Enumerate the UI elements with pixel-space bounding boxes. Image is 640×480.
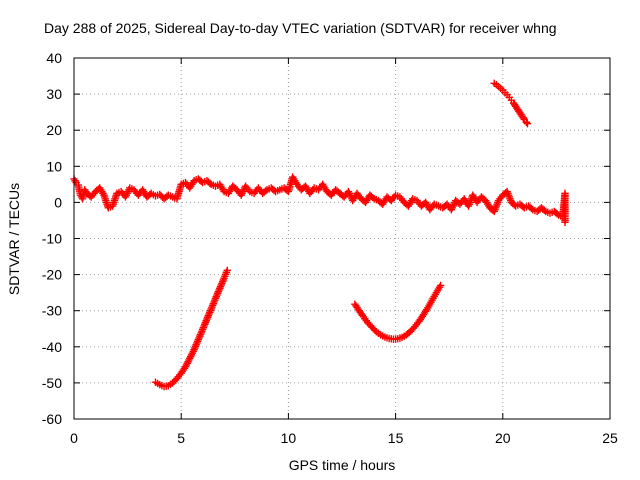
y-tick-label: 10 <box>46 158 62 174</box>
data-point <box>561 218 569 226</box>
x-tick-label: 5 <box>177 430 185 446</box>
series-1 <box>70 173 569 226</box>
x-tick-label: 15 <box>388 430 404 446</box>
y-axis-label: SDTVAR / TECUs <box>6 183 22 295</box>
y-tick-label: -40 <box>42 339 62 355</box>
y-tick-label: -30 <box>42 303 62 319</box>
x-tick-label: 20 <box>495 430 511 446</box>
axis-ticks: 0 5 10 15 20 25 -60 -50 -40 -30 -20 -10 0 10 20 30 40 <box>42 50 618 446</box>
data-points <box>70 79 569 391</box>
series-3 <box>351 281 445 343</box>
y-tick-label: -10 <box>42 231 62 247</box>
y-tick-label: 20 <box>46 122 62 138</box>
y-tick-label: 30 <box>46 86 62 102</box>
chart-title: Day 288 of 2025, Sidereal Day-to-day VTE… <box>44 20 557 36</box>
y-tick-label: -60 <box>42 411 62 427</box>
x-axis-label: GPS time / hours <box>289 457 396 473</box>
y-tick-label: -20 <box>42 267 62 283</box>
y-tick-label: -50 <box>42 375 62 391</box>
data-point <box>523 120 532 128</box>
x-tick-label: 25 <box>602 430 618 446</box>
x-tick-label: 10 <box>281 430 297 446</box>
data-point <box>223 266 231 274</box>
x-tick-label: 0 <box>70 430 78 446</box>
grid <box>74 58 610 419</box>
series-2 <box>151 266 231 391</box>
y-tick-label: 40 <box>46 50 62 66</box>
data-point <box>436 281 445 290</box>
series-4 <box>490 79 532 128</box>
y-tick-label: 0 <box>54 194 62 210</box>
